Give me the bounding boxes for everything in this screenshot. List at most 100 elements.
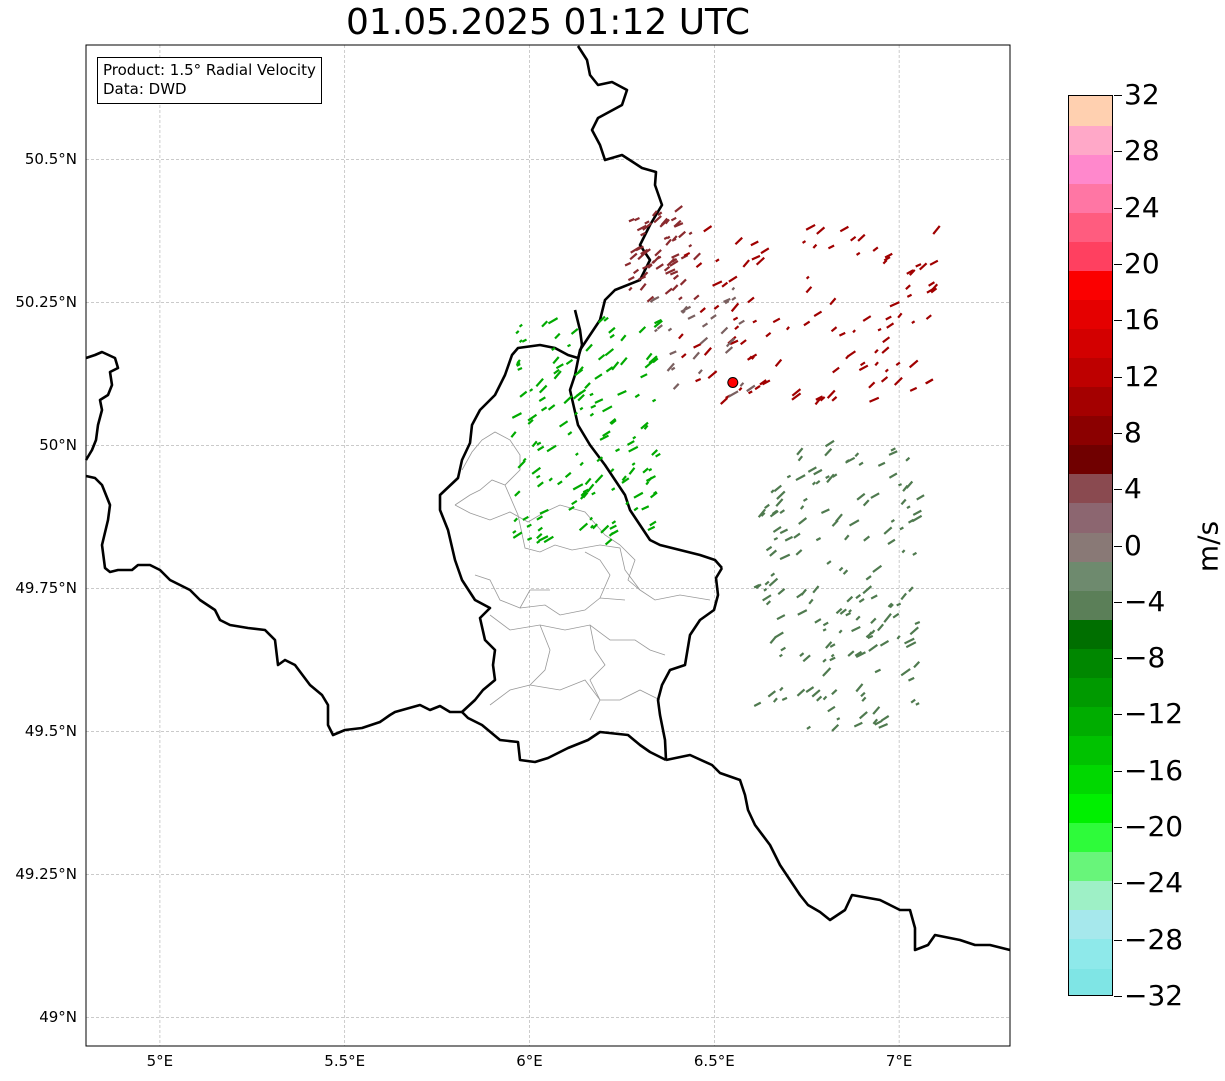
radar-pixel-w: [610, 468, 615, 473]
colorbar-tick-mark: [1114, 996, 1122, 997]
radar-pixel-ne: [693, 343, 702, 349]
radar-pixel-w: [568, 505, 575, 511]
radar-pixel-n: [681, 310, 686, 314]
radar-pixel-ne: [905, 284, 911, 290]
radar-pixel-n: [687, 314, 696, 320]
radar-pixel-se: [831, 723, 840, 732]
colorbar-tick-mark: [1114, 658, 1122, 660]
data-source-label: Data: DWD: [103, 80, 187, 98]
radar-pixel-w: [514, 490, 521, 497]
radar-pixel-ne: [855, 251, 861, 256]
radar-pixel-se: [763, 588, 768, 592]
colorbar-tick-mark: [1114, 432, 1122, 434]
radar-pixel-se: [854, 650, 863, 657]
radar-pixel-ring: [665, 268, 676, 275]
radar-pixel-ne: [729, 339, 739, 346]
radar-pixel-se: [847, 650, 855, 657]
radar-pixel-ne: [703, 225, 713, 233]
radar-pixel-ne: [838, 331, 846, 337]
radar-pixel-se: [908, 586, 914, 593]
colorbar-segment: [1069, 822, 1112, 853]
radar-pixel-ne: [925, 378, 934, 385]
radar-pixel-ne: [754, 385, 761, 391]
radar-pixel-se: [832, 473, 838, 478]
radar-pixel-se: [896, 635, 901, 640]
radar-pixel-w: [640, 373, 648, 379]
radar-pixel-se: [887, 538, 896, 546]
radar-pixel-se: [900, 498, 907, 506]
radar-pixel-ne: [928, 281, 936, 287]
radar-pixel-w: [551, 346, 556, 352]
colorbar-segment: [1069, 299, 1112, 330]
radar-pixel-se: [909, 626, 919, 636]
colorbar-tick-label: −28: [1124, 922, 1184, 956]
radar-pixel-se: [822, 621, 829, 627]
radar-pixel-w: [538, 384, 548, 394]
radar-pixel-se: [779, 509, 786, 515]
radar-pixel-se: [822, 695, 828, 701]
radar-pixel-w: [519, 390, 528, 398]
radar-pixel-ne: [895, 361, 901, 367]
radar-pixel-se: [822, 628, 827, 632]
colorbar-segment: [1069, 706, 1112, 736]
radar-pixel-se: [868, 643, 879, 652]
luxembourg-admin-boundaries: [454, 431, 711, 721]
colorbar-segment: [1069, 909, 1112, 940]
radar-pixel-w: [511, 412, 522, 419]
colorbar-tick-mark: [1114, 770, 1122, 772]
radar-pixel-ne: [911, 320, 916, 324]
radar-pixel-se: [796, 688, 806, 697]
radar-pixel-w: [557, 480, 563, 486]
radar-pixel-w: [567, 431, 573, 436]
radar-pixel-ring: [647, 263, 653, 269]
radar-pixel-w: [518, 339, 523, 343]
radar-pixel-ring: [636, 224, 647, 232]
colorbar-segment: [1069, 619, 1112, 649]
radar-pixel-w: [565, 358, 574, 366]
radar-pixel-w: [611, 520, 617, 525]
radar-pixel-se: [913, 661, 921, 669]
colorbar-tick-label: 28: [1124, 134, 1160, 168]
radar-pixel-ne: [747, 296, 755, 304]
radar-pixel-ne: [929, 259, 939, 266]
colorbar-unit-label: m/s: [1191, 520, 1225, 573]
border-be-fr: [85, 474, 462, 737]
radar-pixel-n: [731, 296, 737, 301]
radar-pixel-w: [517, 366, 523, 371]
border-lu-be: [438, 343, 579, 713]
radar-pixel-w: [543, 535, 554, 544]
colorbar-tick-mark: [1114, 207, 1122, 209]
colorbar-tick-label: 16: [1124, 303, 1160, 337]
radar-pixel-se: [830, 653, 835, 658]
radar-pixel-ne: [872, 246, 879, 252]
lon-tick-label: 6.5°E: [693, 1052, 735, 1070]
radar-pixel-ring: [678, 296, 683, 301]
radar-pixel-ring: [639, 283, 647, 291]
radar-pixel-se: [906, 505, 911, 510]
radar-pixel-ne: [882, 336, 891, 344]
radar-pixel-se: [845, 459, 850, 463]
radar-pixel-w: [604, 348, 615, 357]
radar-pixel-se: [848, 609, 852, 613]
colorbar-tick-label: 8: [1124, 415, 1142, 449]
radar-pixel-n: [649, 297, 656, 304]
radar-pixel-ne: [814, 396, 823, 406]
radar-pixel-se: [835, 607, 843, 615]
radar-pixel-ne: [813, 310, 823, 317]
radar-pixel-ring: [629, 252, 638, 261]
radar-pixel-w: [625, 501, 630, 506]
radar-pixel-w: [594, 373, 603, 380]
radar-pixel-ne: [881, 346, 890, 354]
radar-pixel-se: [854, 452, 860, 458]
radar-pixel-ring: [672, 235, 678, 241]
radar-pixel-se: [798, 517, 808, 525]
radar-pixel-w: [652, 398, 657, 403]
colorbar-segment: [1069, 328, 1112, 359]
radar-pixel-ring: [669, 259, 679, 267]
radar-pixel-w: [538, 535, 549, 542]
radar-pixel-se: [856, 492, 866, 501]
radar-site-marker[interactable]: [727, 376, 739, 388]
radar-pixel-ne: [909, 386, 918, 392]
colorbar-segment: [1069, 183, 1112, 213]
radar-pixel-w: [633, 506, 639, 512]
